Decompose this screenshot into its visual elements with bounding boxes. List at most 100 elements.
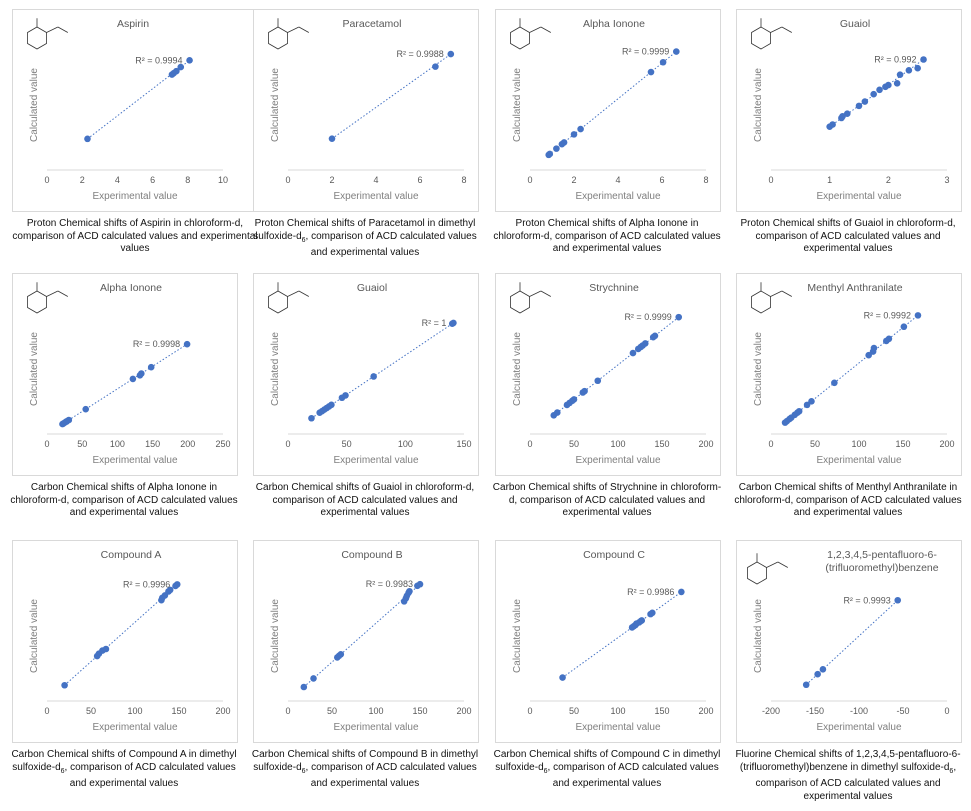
caption-post: , comparison of ACD calculated values an… [64, 761, 236, 790]
data-point [855, 102, 863, 110]
x-tick-label: 100 [851, 439, 866, 449]
x-axis-label: Experimental value [92, 455, 177, 466]
data-point [581, 387, 588, 395]
scatter-plot: 0 50 100 150 200 Experimental value Calculated… [751, 282, 955, 466]
x-tick-label: 50 [342, 439, 352, 449]
x-tick-label: 50 [327, 706, 337, 716]
molecule-structure-icon [751, 282, 792, 314]
chart-panel: Compound C 0 50 100 150 200 Experimental value… [495, 540, 721, 743]
data-point [814, 670, 821, 678]
x-tick-label: 3 [944, 175, 949, 185]
caption-post: , comparison of ACD calculated values an… [547, 761, 719, 790]
data-point [138, 370, 145, 377]
x-tick-label: 0 [44, 706, 49, 716]
r-squared-label: R² = 0.9999 [624, 312, 671, 322]
x-tick-label: 0 [768, 439, 773, 449]
chart-panel: Guaiol 0 1 2 3 Experimental value Calculated v… [736, 9, 962, 212]
data-point [831, 379, 838, 387]
chart-panel: Paracetamol 0 2 4 6 8 Experimental value Calcul… [253, 9, 479, 212]
x-axis-label: Experimental value [575, 191, 660, 202]
data-point [870, 90, 877, 98]
y-axis-label: Calculated value [270, 599, 281, 673]
x-tick-label: 2 [80, 175, 85, 185]
x-tick-label: 0 [285, 439, 290, 449]
x-axis-label: Experimental value [333, 722, 418, 733]
y-axis-label: Calculated value [512, 599, 523, 673]
x-tick-label: 6 [659, 175, 664, 185]
chart-title: Guaiol [839, 18, 871, 30]
x-tick-label: -50 [896, 706, 909, 716]
x-tick-label: -100 [850, 706, 868, 716]
data-point [432, 63, 439, 70]
caption-sub: 6 [949, 767, 954, 775]
data-point [885, 335, 893, 343]
data-point [177, 63, 185, 71]
chart-title: 1,2,3,4,5-pentafluoro-6-(trifluoromethyl… [825, 549, 939, 574]
x-tick-label: 200 [698, 439, 713, 449]
x-tick-label: 200 [698, 706, 713, 716]
caption-post: , comparison of ACD calculated values an… [755, 761, 957, 802]
x-tick-label: 200 [456, 706, 471, 716]
data-point [641, 340, 649, 347]
x-tick-label: 2 [329, 175, 334, 185]
data-point [560, 139, 568, 146]
caption-pre: Carbon Chemical shifts of Guaiol in chlo… [255, 482, 475, 518]
data-point [829, 121, 836, 128]
caption-sub: 6 [60, 767, 65, 775]
r-squared-label: R² = 0.9994 [135, 55, 182, 65]
chart-panel: Compound A 0 50 100 150 200 Experimental value… [12, 540, 238, 743]
scatter-plot: 0 50 100 150 Experimental value Calculated va… [268, 282, 472, 466]
data-point [795, 407, 803, 415]
data-point [638, 617, 646, 624]
data-point [82, 405, 90, 413]
x-tick-label: 0 [527, 706, 532, 716]
data-point [678, 588, 685, 596]
r-squared-label: R² = 0.9986 [627, 587, 674, 597]
caption-pre: Proton Chemical shifts of Guaiol in chlo… [740, 218, 956, 254]
x-tick-label: 8 [185, 175, 190, 185]
x-tick-label: 4 [615, 175, 620, 185]
data-point [553, 145, 560, 152]
data-point [300, 683, 308, 691]
x-tick-label: 150 [895, 439, 910, 449]
x-tick-label: 6 [150, 175, 155, 185]
x-tick-label: 150 [412, 706, 427, 716]
scatter-plot: 0 50 100 150 200 Experimental value Calculated… [29, 579, 231, 733]
data-point [370, 373, 377, 380]
data-point [328, 135, 336, 142]
figure-caption: Fluorine Chemical shifts of 1,2,3,4,5-pe… [730, 749, 966, 803]
x-tick-label: 100 [610, 706, 625, 716]
molecule-structure-icon [510, 282, 551, 314]
scatter-plot: 0 50 100 150 200 250 Experimental value Calcula… [27, 282, 231, 466]
x-tick-label: 200 [939, 439, 954, 449]
x-tick-label: 150 [171, 706, 186, 716]
x-axis-label: Experimental value [816, 191, 901, 202]
scatter-plot: 0 2 4 6 8 Experimental value Calculated value R… [268, 18, 467, 202]
caption-pre: Carbon Chemical shifts of Alpha Ionone i… [10, 482, 238, 518]
data-point [914, 64, 921, 72]
y-axis-label: Calculated value [753, 599, 764, 673]
x-tick-label: 10 [218, 175, 228, 185]
x-tick-label: 100 [610, 439, 625, 449]
x-tick-label: 150 [456, 439, 471, 449]
data-point [651, 332, 659, 340]
molecule-structure-icon [27, 282, 68, 314]
molecule-structure-icon [747, 553, 788, 585]
figure-caption: Carbon Chemical shifts of Compound B in … [247, 749, 483, 791]
data-point [808, 398, 815, 405]
chart-panel: Aspirin 0 2 4 6 8 10 Experimental value Calculat… [12, 9, 262, 212]
data-point [337, 650, 345, 658]
x-tick-label: 0 [768, 175, 773, 185]
data-point [900, 323, 908, 331]
caption-pre: Carbon Chemical shifts of Menthyl Anthra… [734, 482, 962, 518]
data-point [186, 57, 193, 64]
data-point [308, 414, 315, 422]
scatter-plot: 0 2 4 6 8 10 Experimental value Calculated valu… [27, 18, 228, 202]
y-axis-label: Calculated value [270, 332, 281, 406]
caption-pre: Proton Chemical shifts of Alpha Ionone i… [493, 218, 721, 254]
scatter-plot: -200 -150 -100 -50 0 Experimental value Calcul… [747, 553, 950, 733]
scatter-plot: 0 2 4 6 8 Experimental value Calculated value R… [510, 18, 709, 202]
x-tick-label: 50 [569, 439, 579, 449]
x-tick-label: 100 [398, 439, 413, 449]
x-tick-label: 250 [215, 439, 230, 449]
